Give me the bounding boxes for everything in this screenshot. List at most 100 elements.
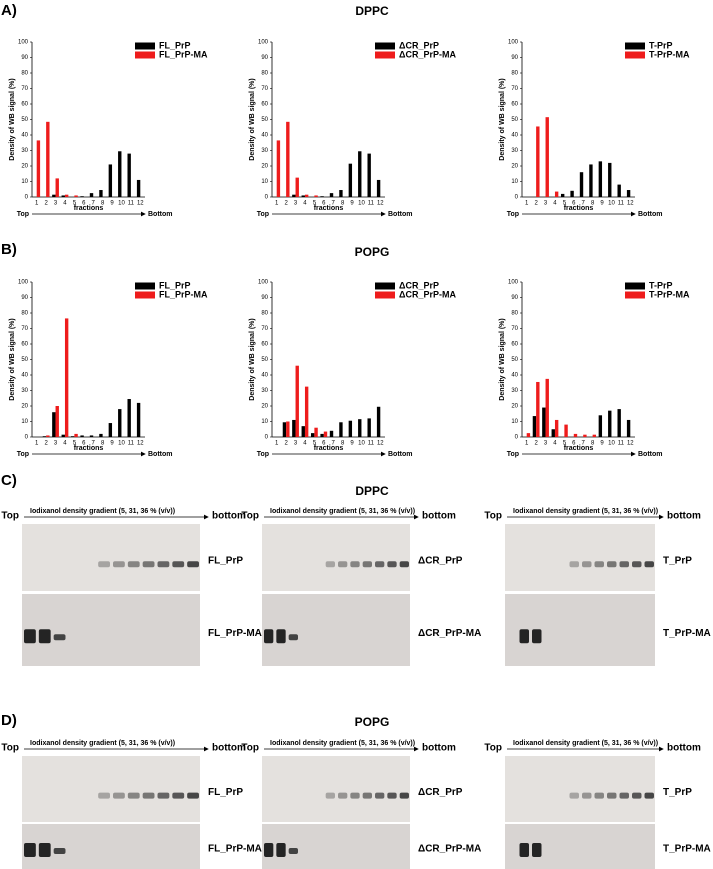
blot-band (519, 843, 529, 857)
blot-band (325, 561, 335, 568)
legend-swatch (625, 42, 645, 50)
bar (89, 193, 94, 197)
x-tick-label: 7 (332, 441, 336, 447)
legend-label: ΔCR_PrP-MA (399, 49, 456, 59)
x-tick-label: 11 (618, 441, 625, 447)
blot-band (607, 792, 617, 799)
x-start-label: Top (257, 451, 269, 458)
blot-band (127, 561, 140, 568)
y-tick-label: 90 (511, 295, 518, 301)
bar (276, 140, 281, 197)
legend-label: ΔCR_PrP (399, 280, 439, 290)
y-tick-label: 100 (258, 40, 269, 46)
blot-bottom-label: bottom (422, 511, 456, 522)
bar (314, 195, 318, 197)
y-tick-label: 50 (261, 117, 268, 123)
legend-label: ΔCR_PrP-MA (399, 289, 456, 299)
y-tick-label: 70 (21, 326, 28, 332)
x-end-label: Bottom (638, 211, 663, 218)
blot-band (619, 561, 629, 568)
x-tick-label: 11 (368, 441, 375, 447)
y-tick-label: 30 (511, 148, 518, 154)
bar (61, 195, 65, 197)
x-start-label: Top (17, 451, 29, 458)
bar (286, 421, 290, 437)
x-tick-label: 4 (553, 441, 557, 447)
x-tick-label: 8 (101, 441, 105, 447)
bar (64, 318, 69, 437)
blot-band (375, 792, 385, 799)
y-tick-label: 70 (261, 86, 268, 92)
bar (329, 430, 334, 437)
y-tick-label: 30 (21, 388, 28, 394)
blot-band (142, 792, 155, 799)
blot-bottom-label: bottom (667, 511, 701, 522)
x-tick-label: 12 (377, 201, 384, 207)
y-axis-label: Density of WB signal (%) (249, 318, 256, 400)
bar (367, 153, 371, 197)
bar (127, 153, 131, 197)
blot-band (157, 561, 170, 568)
x-axis-label: fractions (564, 205, 594, 212)
panel-label: C) (1, 472, 17, 489)
y-tick-label: 40 (511, 373, 518, 379)
bar (136, 402, 141, 437)
bar (295, 365, 299, 437)
bar (348, 163, 353, 197)
blot-band (532, 843, 542, 857)
x-axis-label: fractions (314, 205, 344, 212)
y-tick-label: 80 (261, 311, 268, 317)
y-tick-label: 90 (21, 295, 28, 301)
bar (74, 433, 78, 437)
bar (583, 434, 587, 437)
blot-top-label: Top (1, 743, 19, 754)
panel-label: B) (1, 241, 17, 258)
x-tick-label: 12 (137, 201, 144, 207)
legend-swatch (625, 291, 645, 299)
blot-image (22, 594, 200, 666)
y-tick-label: 10 (261, 419, 268, 425)
panel-label: D) (1, 712, 17, 729)
bar (304, 194, 309, 197)
x-tick-label: 11 (128, 441, 135, 447)
bar (348, 420, 353, 437)
blot-band (157, 792, 170, 799)
blot-gradient-label: Iodixanol density gradient (5, 31, 36 % … (270, 740, 415, 747)
blot-band (98, 561, 110, 568)
blot-lane-label: ΔCR_PrP-MA (418, 628, 481, 639)
blot-image (22, 824, 200, 869)
y-tick-label: 50 (21, 357, 28, 363)
y-tick-label: 80 (511, 311, 518, 317)
bar (554, 419, 559, 437)
blot-band (350, 792, 360, 799)
blot-lane-label: FL_PrP-MA (208, 628, 262, 639)
panel-title: POPG (355, 245, 390, 259)
x-tick-label: 5 (73, 441, 77, 447)
bar (55, 178, 59, 197)
blot-bottom-label: bottom (212, 743, 246, 754)
blot-gradient-label: Iodixanol density gradient (5, 31, 36 % … (270, 508, 415, 515)
bar (339, 190, 343, 197)
y-tick-label: 0 (515, 195, 519, 201)
blot-band (172, 792, 185, 799)
y-tick-label: 100 (508, 280, 519, 286)
blot-band (569, 792, 579, 799)
bar (99, 433, 103, 437)
y-axis-label: Density of WB signal (%) (249, 78, 256, 160)
blot-band (619, 792, 629, 799)
legend-swatch (135, 291, 155, 299)
x-tick-label: 10 (608, 441, 615, 447)
bar (42, 436, 47, 437)
blot-image (22, 756, 200, 822)
blot-top-label: Top (1, 511, 19, 522)
y-tick-label: 60 (21, 342, 28, 348)
legend-swatch (135, 51, 155, 59)
legend-swatch (375, 51, 395, 59)
y-tick-label: 10 (261, 179, 268, 185)
bar (545, 378, 549, 437)
y-tick-label: 80 (261, 71, 268, 77)
panel-title: POPG (355, 715, 390, 729)
bar (282, 422, 287, 437)
x-tick-label: 8 (341, 201, 345, 207)
blot-band (113, 561, 125, 568)
